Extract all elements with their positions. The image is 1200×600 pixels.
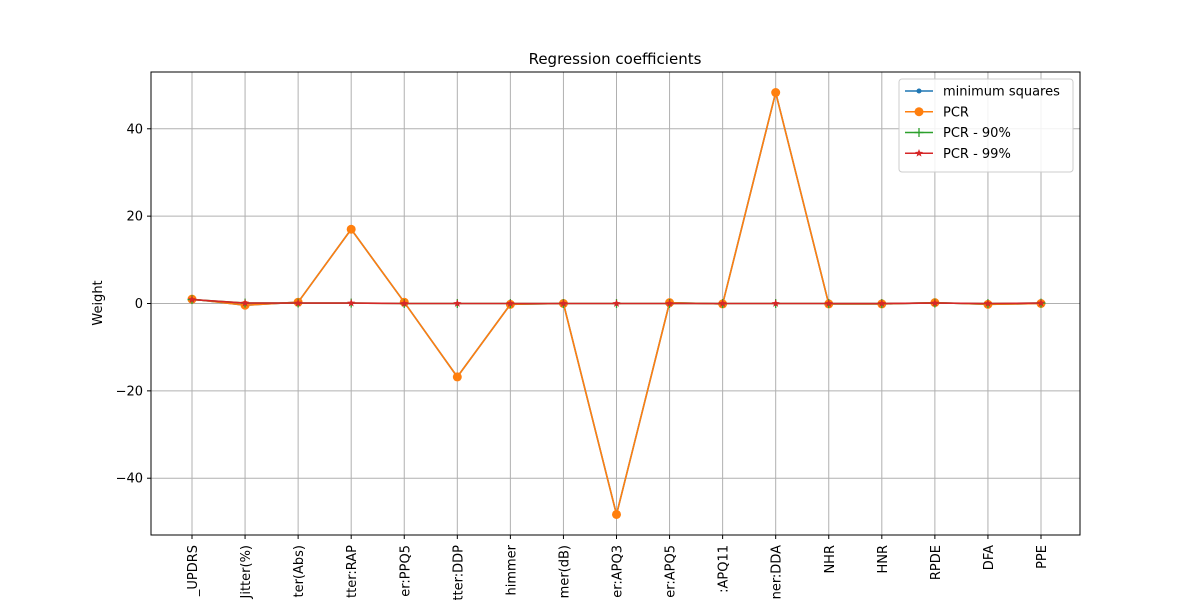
y-tick-label: 40 (126, 122, 143, 137)
legend-item: minimum squares (905, 85, 1060, 100)
data-point (877, 299, 886, 307)
data-point (915, 149, 923, 157)
y-tick-label: 20 (126, 210, 143, 225)
legend-label: PCR - 90% (943, 126, 1011, 141)
legend: minimum squares PCR PCR - 90% PCR - 99% (898, 78, 1074, 173)
data-point (241, 298, 250, 307)
x-tick-label: Jitter(%) (239, 545, 254, 599)
data-point (612, 509, 621, 519)
data-point (983, 299, 992, 307)
x-tick-label: NHR (823, 545, 838, 574)
y-axis-ticks: −40 −20 0 20 40 (116, 122, 151, 487)
data-point (506, 299, 515, 307)
series-3 (188, 295, 1045, 307)
data-point (612, 299, 621, 307)
data-point (400, 299, 409, 307)
x-tick-label: HNR (876, 545, 891, 574)
y-axis-label: Weight (91, 280, 106, 325)
legend-label: minimum squares (943, 85, 1060, 100)
x-tick-label: tter:DDP (451, 545, 466, 600)
data-point (930, 298, 939, 307)
data-point (771, 88, 781, 98)
x-tick-label: :APQ11 (717, 545, 732, 593)
x-tick-label: er:PPQ5 (398, 545, 413, 597)
y-tick-label: −40 (116, 472, 143, 487)
data-point (559, 299, 568, 307)
data-point (718, 299, 727, 307)
data-point (453, 299, 462, 307)
legend-item: PCR - 99% (905, 147, 1011, 162)
x-tick-label: _UPDRS (186, 545, 201, 597)
legend-label: PCR - 99% (943, 147, 1011, 162)
x-tick-label: RPDE (929, 545, 944, 580)
x-tick-label: ter(Abs) (292, 545, 307, 598)
legend-item: PCR (905, 105, 969, 120)
x-axis-ticks: _UPDRS Jitter(%) ter(Abs) tter:RAP er:PPQ5 tt… (186, 535, 1050, 600)
data-point (452, 372, 462, 382)
y-tick-label: −20 (116, 384, 143, 399)
chart-title: Regression coefficients (529, 50, 702, 68)
data-point (347, 298, 356, 307)
x-tick-label: tter:RAP (345, 545, 360, 598)
data-point (916, 88, 922, 94)
x-tick-label: ner:DDA (770, 545, 785, 600)
x-tick-label: PPE (1035, 545, 1050, 569)
data-point (188, 295, 196, 303)
data-point (824, 299, 833, 307)
x-tick-label: mer(dB) (557, 545, 572, 598)
data-point (346, 224, 356, 234)
x-tick-label: er:APQ5 (664, 545, 679, 598)
x-tick-label: er:APQ3 (611, 545, 626, 598)
legend-label: PCR (943, 105, 969, 120)
legend-item: PCR - 90% (905, 126, 1011, 141)
data-point (665, 299, 674, 307)
legend-box (898, 78, 1074, 173)
data-point (914, 128, 924, 137)
x-tick-label: himmer (504, 544, 519, 595)
data-point (771, 299, 780, 307)
data-point (294, 298, 303, 307)
series-lines (187, 88, 1046, 519)
x-tick-label: DFA (982, 545, 997, 570)
data-point (1037, 298, 1045, 307)
data-point (914, 107, 924, 117)
y-tick-label: 0 (135, 297, 143, 312)
